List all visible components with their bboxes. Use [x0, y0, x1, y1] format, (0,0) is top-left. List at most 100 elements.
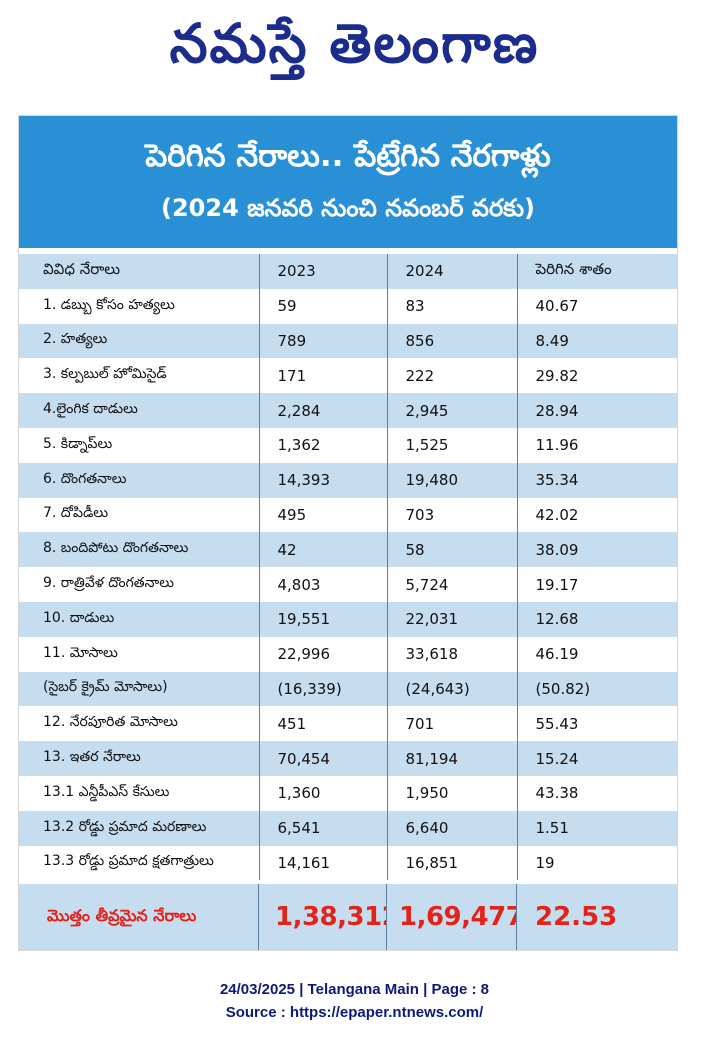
total-2023: 1,38,312: [259, 884, 387, 950]
row-value-2024: 5,724: [387, 567, 518, 602]
table-header-row: వివిధ నేరాలు 2023 2024 పెరిగిన శాతం: [19, 254, 677, 289]
row-crime-type: 8. బందిపోటు దొంగతనాలు: [19, 532, 260, 568]
row-increase-percent: 29.82: [517, 358, 677, 394]
row-value-2024: 2,945: [387, 393, 518, 428]
table-row: 5. కిడ్నాప్‌లు 1,362 1,525 11.96: [19, 427, 677, 463]
row-increase-percent: 8.49: [517, 323, 677, 359]
row-value-2023: 495: [259, 497, 388, 533]
table-row: 13.2 రోడ్డు ప్రమాద మరణాలు 6,541 6,640 1.51: [19, 810, 677, 846]
total-percent: 22.53: [535, 902, 618, 932]
title-banner: పెరిగిన నేరాలు.. పేట్రేగిన నేరగాళ్లు (20…: [19, 116, 677, 248]
row-crime-type: 5. కిడ్నాప్‌లు: [19, 427, 260, 463]
row-crime-type: 13. ఇతర నేరాలు: [19, 741, 260, 776]
row-value-2023: 14,161: [259, 845, 388, 881]
row-increase-percent: 46.19: [517, 636, 677, 672]
row-value-2023: 171: [259, 358, 388, 394]
row-increase-percent: 55.43: [517, 706, 677, 742]
row-crime-type: 9. రాత్రివేళ దొంగతనాలు: [19, 567, 260, 602]
row-value-2023: 19,551: [259, 601, 388, 637]
row-value-2024: 703: [387, 497, 518, 533]
row-value-2023: (16,339): [259, 671, 388, 707]
row-increase-percent: 12.68: [517, 601, 677, 637]
row-crime-type: 13.3 రోడ్డు ప్రమాద క్షతగాత్రులు: [19, 845, 260, 881]
header-year-2023: 2023: [259, 254, 388, 289]
crime-table: వివిధ నేరాలు 2023 2024 పెరిగిన శాతం 1. డ…: [19, 254, 677, 881]
row-crime-type: 13.2 రోడ్డు ప్రమాద మరణాలు: [19, 810, 260, 846]
row-crime-type: 7. దోపిడీలు: [19, 497, 260, 533]
header-year-2024: 2024: [387, 254, 518, 289]
row-increase-percent: 38.09: [517, 532, 677, 568]
row-value-2023: 42: [259, 532, 388, 568]
row-value-2024: 83: [387, 288, 518, 324]
row-value-2023: 22,996: [259, 636, 388, 672]
row-value-2024: 33,618: [387, 636, 518, 672]
row-increase-percent: (50.82): [517, 671, 677, 707]
row-value-2024: 1,525: [387, 427, 518, 463]
row-crime-type: 1. డబ్బు కోసం హత్యలు: [19, 288, 260, 324]
row-value-2024: 701: [387, 706, 518, 742]
table-row: 10. దాడులు 19,551 22,031 12.68: [19, 601, 677, 637]
row-increase-percent: 15.24: [517, 741, 677, 776]
row-crime-type: 12. నేరపూరిత మోసాలు: [19, 706, 260, 742]
table-row: 9. రాత్రివేళ దొంగతనాలు 4,803 5,724 19.17: [19, 567, 677, 602]
row-value-2024: 19,480: [387, 462, 518, 498]
table-row: 13.3 రోడ్డు ప్రమాద క్షతగాత్రులు 14,161 16,…: [19, 845, 677, 881]
table-row: 1. డబ్బు కోసం హత్యలు 59 83 40.67: [19, 288, 677, 324]
table-row: 11. మోసాలు 22,996 33,618 46.19: [19, 636, 677, 672]
row-value-2023: 1,362: [259, 427, 388, 463]
row-increase-percent: 11.96: [517, 427, 677, 463]
crime-stats-card: పెరిగిన నేరాలు.. పేట్రేగిన నేరగాళ్లు (20…: [19, 116, 677, 950]
total-2024: 1,69,477: [387, 884, 517, 950]
row-increase-percent: 43.38: [517, 775, 677, 811]
row-value-2024: (24,643): [387, 671, 518, 707]
row-value-2023: 789: [259, 323, 388, 359]
row-crime-type: 13.1 ఎన్డీపీఎస్ కేసులు: [19, 775, 260, 811]
table-row: 12. నేరపూరిత మోసాలు 451 701 55.43: [19, 706, 677, 742]
total-label: మొత్తం తీవ్రమైన నేరాలు: [19, 884, 259, 950]
footer-date-page: 24/03/2025 | Telangana Main | Page : 8: [219, 981, 490, 998]
row-increase-percent: 42.02: [517, 497, 677, 533]
row-increase-percent: 19: [517, 845, 677, 881]
row-value-2023: 70,454: [259, 741, 388, 776]
newspaper-logo: నమస్తే తెలంగాణ: [169, 11, 540, 75]
row-crime-type: 2. హత్యలు: [19, 323, 260, 359]
row-value-2023: 4,803: [259, 567, 388, 602]
row-crime-type: 3. కల్పబుల్ హోమిసైడ్: [19, 358, 260, 394]
row-increase-percent: 40.67: [517, 288, 677, 324]
row-increase-percent: 35.34: [517, 462, 677, 498]
row-crime-type: 6. దొంగతనాలు: [19, 462, 260, 498]
row-value-2023: 6,541: [259, 810, 388, 846]
row-value-2024: 16,851: [387, 845, 518, 881]
row-value-2024: 22,031: [387, 601, 518, 637]
row-value-2024: 1,950: [387, 775, 518, 811]
table-row: 4.లైంగిక దాడులు 2,284 2,945 28.94: [19, 393, 677, 428]
table-row: 13. ఇతర నేరాలు 70,454 81,194 15.24: [19, 741, 677, 776]
row-value-2024: 58: [387, 532, 518, 568]
row-increase-percent: 1.51: [517, 810, 677, 846]
table-row: 2. హత్యలు 789 856 8.49: [19, 323, 677, 359]
header-crime-type: వివిధ నేరాలు: [19, 254, 260, 289]
row-crime-type: 11. మోసాలు: [19, 636, 260, 672]
row-value-2024: 856: [387, 323, 518, 359]
banner-subtitle: (2024 జనవరి నుంచి నవంబర్ వరకు): [161, 194, 535, 222]
row-value-2023: 14,393: [259, 462, 388, 498]
row-value-2024: 222: [387, 358, 518, 394]
row-value-2024: 6,640: [387, 810, 518, 846]
page-footer: 24/03/2025 | Telangana Main | Page : 8 S…: [0, 978, 709, 1024]
row-crime-type: 10. దాడులు: [19, 601, 260, 637]
header-increase-percent: పెరిగిన శాతం: [517, 254, 677, 289]
table-row: 8. బందిపోటు దొంగతనాలు 42 58 38.09: [19, 532, 677, 568]
row-value-2023: 451: [259, 706, 388, 742]
row-increase-percent: 28.94: [517, 393, 677, 428]
footer-source: Source : https://epaper.ntnews.com/: [225, 1004, 484, 1021]
banner-title: పెరిగిన నేరాలు.. పేట్రేగిన నేరగాళ్లు: [145, 138, 551, 174]
row-crime-type: (సైబర్ క్రైమ్ మోసాలు): [19, 671, 260, 707]
total-row: మొత్తం తీవ్రమైన నేరాలు 1,38,312 1,69,477…: [19, 884, 677, 950]
table-row: 6. దొంగతనాలు 14,393 19,480 35.34: [19, 462, 677, 498]
table-row: (సైబర్ క్రైమ్ మోసాలు) (16,339) (24,643) (50…: [19, 671, 677, 707]
row-value-2023: 59: [259, 288, 388, 324]
row-increase-percent: 19.17: [517, 567, 677, 602]
table-row: 3. కల్పబుల్ హోమిసైడ్ 171 222 29.82: [19, 358, 677, 394]
row-crime-type: 4.లైంగిక దాడులు: [19, 393, 260, 428]
table-row: 7. దోపిడీలు 495 703 42.02: [19, 497, 677, 533]
